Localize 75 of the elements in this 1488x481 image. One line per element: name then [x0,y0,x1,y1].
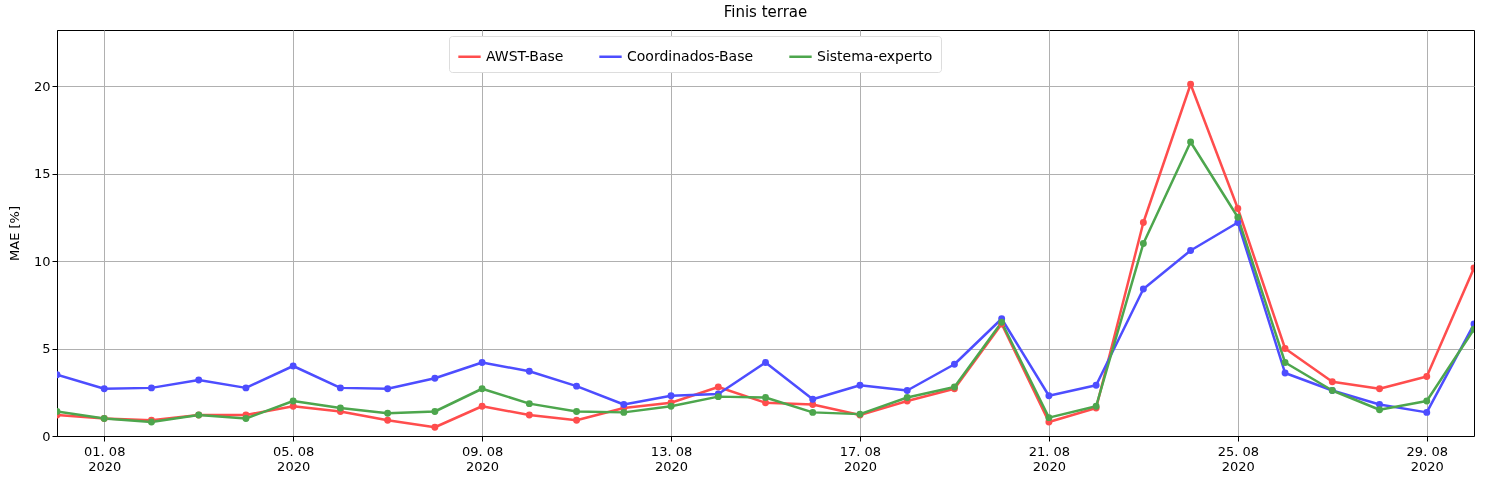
y-tick-label: 10 [33,253,51,269]
y-tick-label: 0 [42,428,51,444]
y-axis-title: MAE [%] [6,206,22,261]
point [809,395,817,403]
x-tick-label: 21. 08 2020 [1028,443,1071,474]
point [1139,285,1147,293]
point [573,416,581,424]
point [1376,406,1383,414]
point [809,408,817,416]
point [1423,397,1431,405]
point [1423,408,1431,416]
point [384,385,392,393]
point [1234,205,1242,212]
point [478,359,486,366]
legend-label: Coordinados-Base [627,47,754,64]
point [1187,247,1195,254]
point [714,383,722,391]
point [1139,219,1147,226]
point [667,392,675,400]
point [903,387,911,394]
point [1187,80,1195,88]
point [1281,369,1289,377]
point [1092,381,1100,389]
point [856,381,864,389]
point [289,402,297,410]
point [478,385,486,393]
point [1045,392,1053,400]
point [1234,213,1242,221]
point [336,404,344,412]
x-tick-label: 13. 08 2020 [650,443,693,474]
point [573,382,581,390]
point [1376,385,1383,393]
point [431,423,439,431]
legend-label: Sistema-experto [817,47,933,64]
x-tick-label: 05. 08 2020 [272,443,315,474]
point [1423,373,1431,380]
point [242,415,250,422]
point [148,384,155,392]
point [431,374,439,382]
point [289,397,297,405]
point [336,384,344,392]
point [573,408,581,415]
point [1045,414,1053,422]
point [525,400,533,408]
point [431,408,439,415]
point [478,402,486,410]
point [762,359,769,366]
point [525,367,533,375]
x-tick-label: 17. 08 2020 [839,443,882,474]
point [1281,345,1289,352]
point [525,411,533,419]
point [762,394,769,401]
point [1139,240,1147,247]
x-tick-label: 29. 08 2020 [1406,443,1448,474]
legend-label: AWST-Base [486,47,564,64]
point [384,416,392,424]
chart-title: Finis terrae [723,3,808,21]
point [289,362,297,370]
point [620,408,628,416]
point [100,385,108,393]
x-tick-label: 01. 08 2020 [84,443,126,474]
y-tick-label: 20 [33,78,51,94]
x-tick-label: 09. 08 2020 [461,443,504,474]
y-tick-label: 5 [42,341,51,356]
point [950,360,958,368]
x-tick-label: 25. 08 2020 [1217,443,1260,474]
point [242,384,250,392]
point [1328,378,1336,386]
point [620,401,628,408]
point [1187,138,1195,146]
point [1281,359,1289,366]
point [384,409,392,417]
y-tick-label: 15 [33,166,51,181]
point [903,394,911,401]
point [195,376,203,384]
